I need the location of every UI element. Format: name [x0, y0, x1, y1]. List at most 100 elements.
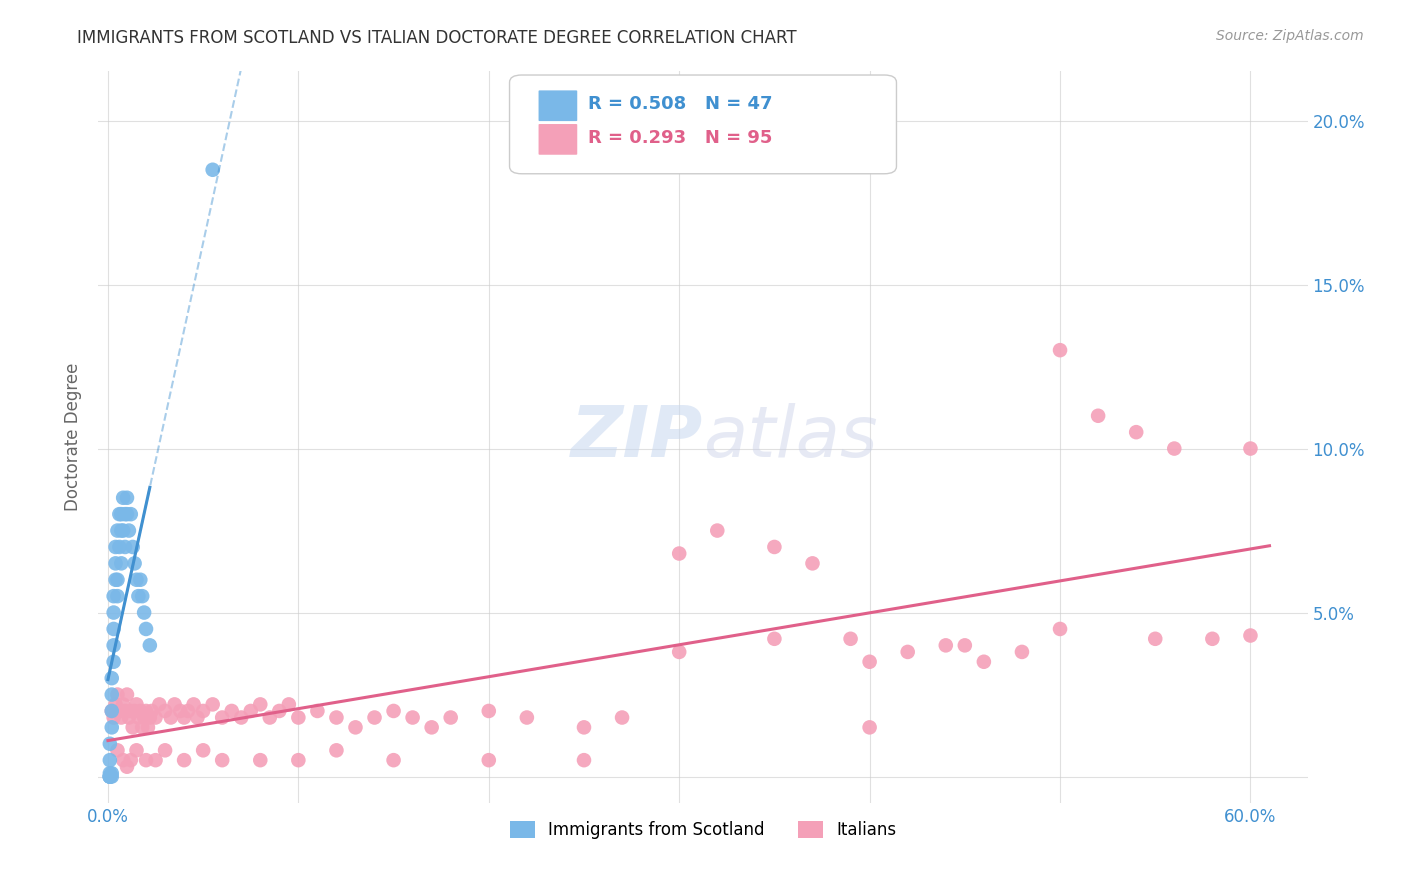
Point [973, 655, 995, 669]
Point [191, 704, 214, 718]
Point [124, 557, 146, 571]
Point [169, 704, 191, 718]
Point [201, 698, 224, 712]
Point [104, 540, 127, 554]
Point [763, 632, 786, 646]
Point [259, 710, 281, 724]
Point [131, 589, 153, 603]
Point [153, 743, 176, 757]
Point [107, 589, 129, 603]
Point [401, 710, 423, 724]
Point [231, 710, 253, 724]
Point [325, 743, 347, 757]
Point [1201, 632, 1223, 646]
Point [382, 753, 405, 767]
Point [125, 573, 148, 587]
Point [163, 698, 186, 712]
FancyBboxPatch shape [538, 90, 578, 121]
Point [706, 524, 728, 538]
Point [159, 710, 181, 724]
Point [221, 704, 243, 718]
Point [344, 720, 367, 734]
Point [107, 524, 129, 538]
Point [173, 753, 195, 767]
Point [307, 704, 329, 718]
Point [115, 491, 138, 505]
Point [801, 557, 824, 571]
Text: R = 0.293   N = 95: R = 0.293 N = 95 [588, 129, 772, 147]
Point [1049, 343, 1071, 358]
Point [177, 704, 200, 718]
Point [135, 753, 157, 767]
Point [478, 753, 501, 767]
Point [478, 704, 501, 718]
Point [763, 540, 786, 554]
Point [1087, 409, 1109, 423]
Point [186, 710, 208, 724]
Point [98, 770, 121, 784]
Point [120, 704, 142, 718]
Point [1144, 632, 1167, 646]
Point [269, 704, 291, 718]
Point [131, 720, 153, 734]
Text: IMMIGRANTS FROM SCOTLAND VS ITALIAN DOCTORATE DEGREE CORRELATION CHART: IMMIGRANTS FROM SCOTLAND VS ITALIAN DOCT… [77, 29, 797, 46]
Text: ZIP: ZIP [571, 402, 703, 472]
Point [115, 760, 138, 774]
Point [98, 770, 121, 784]
Point [1011, 645, 1033, 659]
Point [121, 720, 143, 734]
Point [103, 638, 125, 652]
Point [107, 573, 129, 587]
Point [108, 540, 131, 554]
Point [211, 710, 233, 724]
Point [118, 710, 141, 724]
Point [108, 704, 131, 718]
Point [100, 704, 122, 718]
Point [110, 507, 132, 521]
Point [104, 557, 127, 571]
Point [211, 753, 233, 767]
Point [104, 698, 127, 712]
Point [173, 710, 195, 724]
Point [103, 710, 125, 724]
Legend: Immigrants from Scotland, Italians: Immigrants from Scotland, Italians [503, 814, 903, 846]
Point [100, 720, 122, 734]
Point [112, 491, 135, 505]
Point [572, 753, 595, 767]
Point [363, 710, 385, 724]
Point [239, 704, 262, 718]
Point [139, 638, 162, 652]
Point [572, 720, 595, 734]
Point [100, 770, 122, 784]
Y-axis label: Doctorate Degree: Doctorate Degree [65, 363, 83, 511]
Point [107, 743, 129, 757]
Point [115, 507, 138, 521]
Point [201, 162, 224, 177]
Point [153, 704, 176, 718]
Point [120, 507, 142, 521]
FancyBboxPatch shape [509, 75, 897, 174]
Point [440, 710, 463, 724]
Point [859, 655, 882, 669]
Point [112, 753, 135, 767]
Point [420, 720, 443, 734]
Point [118, 524, 141, 538]
Point [668, 645, 690, 659]
Point [191, 743, 214, 757]
Point [112, 524, 135, 538]
Point [136, 720, 159, 734]
Point [110, 524, 132, 538]
Point [839, 632, 862, 646]
Point [103, 655, 125, 669]
Point [1239, 628, 1261, 642]
Point [145, 710, 167, 724]
Point [935, 638, 957, 652]
Point [148, 698, 170, 712]
Point [112, 698, 135, 712]
Point [98, 770, 121, 784]
Point [287, 710, 309, 724]
Point [120, 753, 142, 767]
Point [139, 710, 162, 724]
Point [1125, 425, 1147, 439]
Text: atlas: atlas [703, 402, 877, 472]
